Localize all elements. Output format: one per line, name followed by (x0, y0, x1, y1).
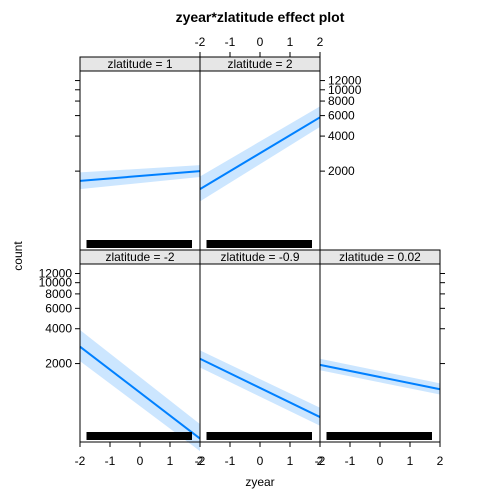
panel-strip-label: zlatitude = 2 (227, 57, 292, 71)
y-axis-left-top (75, 80, 80, 172)
panel-frame (199, 70, 321, 251)
fit-line (79, 170, 201, 182)
x-tick-label: -1 (345, 454, 356, 468)
panel-4: zlatitude = 1 (79, 56, 201, 251)
rug (326, 432, 432, 440)
y-tick-label: 12000 (39, 267, 73, 281)
rug (86, 432, 192, 440)
panel-5: zlatitude = 2 (199, 56, 321, 251)
x-axis-bottom-2: -2 -1 0 1 2 (195, 442, 324, 468)
x-tick-label: 2 (317, 35, 324, 49)
panel-frame (79, 70, 201, 251)
x-tick-label: 0 (137, 454, 144, 468)
x-tick-label: 2 (197, 454, 204, 468)
y-tick-label: 12000 (328, 74, 362, 88)
y-axis-right-bottom (440, 273, 445, 365)
chart-title: zyear*zlatitude effect plot (176, 9, 345, 25)
rug (86, 240, 192, 248)
x-tick-label: 2 (437, 454, 444, 468)
y-tick-label: 10000 (39, 276, 73, 290)
y-axis-label: count (11, 241, 25, 271)
panel-1: zlatitude = -2 (79, 249, 201, 452)
y-tick-label: 2000 (328, 164, 355, 178)
panel-strip-label: zlatitude = -0.9 (220, 250, 299, 264)
panel-strip-label: zlatitude = -2 (105, 250, 174, 264)
panel-frame (319, 263, 441, 443)
rug (206, 432, 312, 440)
x-tick-label: -1 (225, 35, 236, 49)
panel-strip-label: zlatitude = 0.02 (339, 250, 421, 264)
fit-line (199, 116, 321, 191)
x-tick-label: -1 (105, 454, 116, 468)
x-tick-label: -2 (75, 454, 86, 468)
confidence-band (80, 329, 200, 452)
y-tick-label: 6000 (45, 301, 72, 315)
y-tick-label: 4000 (328, 129, 355, 143)
panel-2: zlatitude = -0.9 (199, 249, 321, 443)
y-tick-label: 8000 (45, 287, 72, 301)
y-tick-label: 6000 (328, 109, 355, 123)
y-tick-label: 2000 (45, 357, 72, 371)
x-tick-label: 1 (287, 454, 294, 468)
x-tick-label: 1 (167, 454, 174, 468)
x-tick-label: -2 (315, 454, 326, 468)
x-axis-label: zyear (245, 475, 274, 489)
x-tick-label: -2 (195, 454, 206, 468)
panels: zlatitude = -2 zlatitude = -0.9 zlatitude … (79, 56, 441, 452)
y-tick-label: 4000 (45, 322, 72, 336)
x-tick-label: -2 (195, 35, 206, 49)
x-axis-bottom-1: -2 -1 0 1 2 (75, 442, 204, 468)
fit-line (319, 363, 441, 391)
x-axis-top-2: -2 -1 0 1 2 (195, 35, 324, 57)
rug (206, 240, 312, 248)
x-tick-label: 1 (407, 454, 414, 468)
y-tick-label: 10000 (328, 83, 362, 97)
fit-line (79, 345, 201, 440)
panel-3: zlatitude = 0.02 (319, 249, 441, 443)
x-tick-label: 0 (257, 454, 264, 468)
y-tick-label: 8000 (328, 94, 355, 108)
x-tick-label: 0 (257, 35, 264, 49)
fit-line (199, 357, 321, 418)
x-tick-label: 1 (287, 35, 294, 49)
x-tick-label: -1 (225, 454, 236, 468)
x-tick-label: 0 (377, 454, 384, 468)
x-axis-bottom-3: -2 -1 0 1 2 (315, 442, 444, 468)
axes: -2 -1 0 1 2-2 -1 0 1 2-2 -1 0 1 2-2 -1 0 1 2200040006000… (39, 35, 445, 468)
x-tick-label: 2 (317, 454, 324, 468)
confidence-band (80, 165, 200, 190)
panel-strip-label: zlatitude = 1 (107, 57, 172, 71)
